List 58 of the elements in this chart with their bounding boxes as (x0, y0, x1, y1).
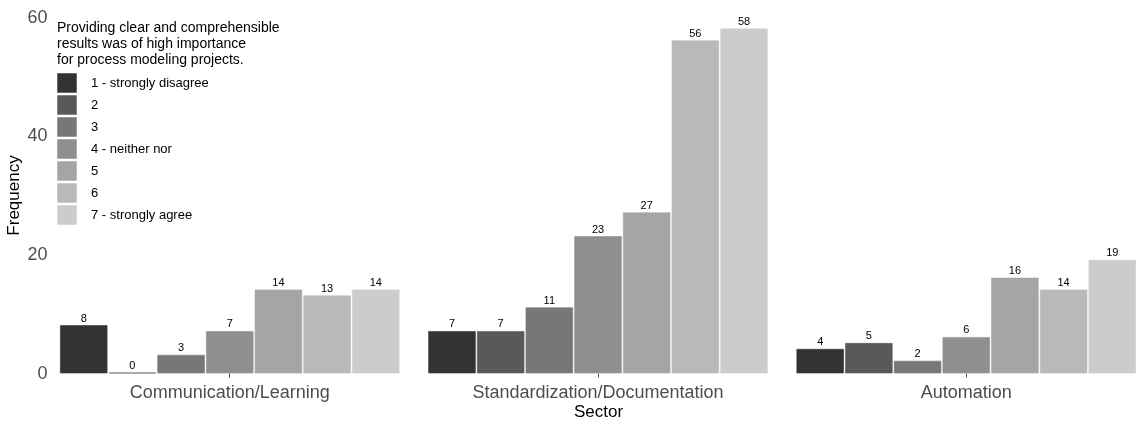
data-label: 27 (640, 198, 653, 211)
y-axis-title: Frequency (4, 154, 24, 236)
legend-label: 3 (91, 119, 99, 134)
data-label: 11 (543, 293, 556, 306)
data-label: 13 (320, 281, 334, 294)
legend-label: 5 (91, 163, 99, 178)
data-label: 7 (497, 317, 504, 330)
bar (352, 289, 400, 374)
data-label: 14 (1057, 275, 1070, 288)
bar (428, 331, 476, 374)
y-tick-label: 20 (27, 243, 48, 264)
bar (303, 295, 351, 374)
x-axis-title: Sector (573, 401, 624, 421)
legend-label: 4 - neither nor (91, 141, 173, 156)
legend-label: 6 (91, 185, 99, 200)
y-tick-label: 0 (37, 362, 48, 383)
data-label: 7 (448, 317, 456, 330)
bar (157, 354, 205, 374)
y-tick-label: 60 (27, 6, 48, 27)
bar (671, 40, 720, 374)
bar (720, 28, 768, 374)
bar (476, 331, 525, 374)
legend-label: 1 - strongly disagree (91, 75, 209, 90)
bar (254, 289, 303, 374)
data-label: 56 (689, 26, 702, 39)
data-label: 2 (914, 347, 921, 360)
bar (1088, 259, 1136, 374)
x-tick-label: Communication/Learning (129, 381, 330, 402)
data-label: 14 (369, 275, 382, 288)
data-label: 6 (963, 323, 970, 336)
legend-label: 2 (91, 97, 99, 112)
x-tick-label: Automation (920, 381, 1012, 402)
bar (796, 348, 844, 374)
bar (206, 331, 254, 374)
bar (991, 277, 1039, 374)
bar (893, 360, 942, 374)
bar (942, 337, 990, 374)
data-label: 8 (80, 311, 87, 324)
y-tick-label: 40 (27, 125, 48, 146)
bar (60, 325, 108, 374)
legend-label: 7 - strongly agree (91, 207, 193, 222)
bar (574, 236, 622, 374)
data-label: 3 (178, 341, 185, 354)
bar (1039, 289, 1088, 374)
x-tick-label: Standardization/Documentation (472, 381, 724, 402)
data-label: 14 (272, 275, 285, 288)
legend-title: Providing clear and comprehensible results was of high importance for process modeling projects. (57, 19, 280, 67)
data-label: 4 (817, 335, 824, 348)
bar (845, 343, 893, 374)
data-label: 16 (1008, 264, 1022, 277)
bar (623, 212, 671, 374)
data-label: 7 (226, 317, 233, 330)
data-label: 23 (591, 222, 605, 235)
data-label: 0 (129, 359, 136, 371)
data-label: 5 (865, 329, 872, 342)
data-label: 19 (1106, 246, 1119, 259)
bar (525, 307, 573, 374)
data-label: 58 (737, 14, 751, 27)
